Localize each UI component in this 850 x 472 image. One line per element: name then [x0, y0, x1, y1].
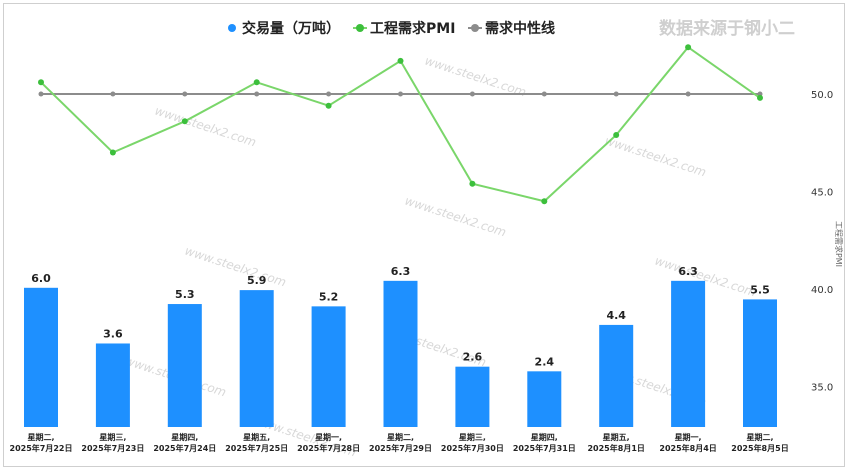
x-tick-label-weekday: 星期四,	[171, 432, 198, 442]
bar	[455, 366, 490, 427]
bar-value-label: 5.2	[319, 290, 339, 303]
x-tick-label-date: 2025年7月22日	[10, 443, 73, 453]
x-tick-label-date: 2025年8月5日	[731, 443, 788, 453]
pmi-point	[397, 57, 404, 64]
x-tick-label-date: 2025年7月30日	[441, 443, 504, 453]
x-tick-label-weekday: 星期五,	[603, 432, 630, 442]
bar	[167, 304, 202, 427]
x-tick-label-date: 2025年8月1日	[587, 443, 644, 453]
pmi-point	[325, 102, 332, 109]
pmi-point	[613, 131, 620, 138]
x-tick-label-date: 2025年7月24日	[153, 443, 216, 453]
x-tick-label-date: 2025年8月4日	[659, 443, 716, 453]
pmi-line	[40, 45, 761, 203]
bar	[239, 290, 274, 427]
bar	[527, 371, 562, 427]
pmi-point	[541, 198, 548, 205]
bar-value-label: 6.3	[391, 265, 411, 278]
right-axis: 35.0 40.0 45.0 50.0 工程需求PMI	[811, 90, 844, 394]
bar-value-label: 2.4	[535, 355, 555, 368]
pmi-point	[38, 79, 44, 86]
bar	[671, 280, 706, 427]
x-tick-label-weekday: 星期三,	[99, 432, 126, 442]
legend-label: 交易量（万吨）	[242, 20, 340, 37]
legend: 交易量（万吨） 工程需求PMI 需求中性线	[228, 20, 555, 37]
x-tick-label-weekday: 星期四,	[531, 432, 558, 442]
neutral-point	[110, 91, 116, 97]
bar-value-label: 5.5	[750, 283, 770, 296]
bar	[311, 306, 346, 427]
neutral-point	[182, 91, 188, 97]
y2-tick-label: 40.0	[811, 285, 833, 296]
x-tick-label-date: 2025年7月31日	[513, 443, 576, 453]
bar-value-label: 5.3	[175, 288, 195, 301]
x-tick-label-weekday: 星期一,	[315, 432, 342, 442]
neutral-point	[541, 91, 547, 97]
watermark-text: www.steelx2.com	[403, 194, 508, 240]
bar-value-label: 5.9	[247, 274, 267, 287]
neutral-point	[685, 91, 691, 97]
y2-tick-label: 45.0	[811, 188, 833, 199]
bar	[95, 343, 130, 427]
x-tick-label-weekday: 星期五,	[243, 432, 270, 442]
y2-tick-label: 50.0	[811, 90, 833, 101]
x-tick-label-weekday: 星期二,	[387, 432, 414, 442]
bar-value-label: 2.6	[463, 351, 483, 364]
bar	[24, 287, 58, 427]
pmi-point	[469, 180, 476, 187]
x-tick-label-date: 2025年7月29日	[369, 443, 432, 453]
x-axis: 星期二,2025年7月22日星期三,2025年7月23日星期四,2025年7月2…	[10, 432, 789, 453]
source-note: 数据来源于钢小二	[659, 18, 795, 39]
x-tick-label-date: 2025年7月28日	[297, 443, 360, 453]
watermark-text: www.steelx2.com	[653, 254, 758, 300]
pmi-point	[685, 44, 692, 51]
combo-chart: www.steelx2.com www.steelx2.com www.steelx…	[10, 18, 844, 460]
pmi-point	[253, 79, 260, 86]
x-tick-label-weekday: 星期二,	[746, 432, 773, 442]
watermark-text: www.steelx2.com	[423, 54, 528, 100]
legend-swatch	[228, 24, 236, 32]
x-tick-label-weekday: 星期一,	[675, 432, 702, 442]
bar	[383, 280, 418, 427]
neutral-point	[326, 91, 332, 97]
neutral-point	[613, 91, 619, 97]
legend-label: 工程需求PMI	[370, 20, 455, 37]
bar-value-label: 6.3	[678, 265, 698, 278]
bar-series: 6.0 3.6 5.3 5.9 5.2 6.3 2.6 2.4 4.4 6.3 5.5	[24, 265, 777, 427]
watermark-layer: www.steelx2.com www.steelx2.com www.steelx…	[123, 54, 758, 460]
neutral-point	[398, 91, 403, 97]
y2-tick-label: 35.0	[811, 383, 833, 394]
neutral-point	[254, 91, 260, 97]
x-tick-label-date: 2025年7月23日	[81, 443, 144, 453]
chart-frame: www.steelx2.com www.steelx2.com www.steelx…	[3, 3, 845, 467]
x-tick-label-weekday: 星期三,	[459, 432, 486, 442]
bar-value-label: 6.0	[31, 272, 51, 285]
watermark-text: www.steelx2.com	[183, 244, 288, 290]
x-tick-label-date: 2025年7月25日	[225, 443, 288, 453]
line-series	[38, 44, 763, 205]
pmi-point	[181, 118, 188, 125]
y2-axis-title: 工程需求PMI	[834, 221, 844, 267]
x-tick-label-weekday: 星期二,	[27, 432, 54, 442]
bar-value-label: 3.6	[103, 327, 123, 340]
neutral-point	[38, 91, 44, 97]
legend-label: 需求中性线	[485, 20, 555, 37]
pmi-point	[757, 94, 763, 101]
neutral-point	[469, 91, 475, 97]
bar	[743, 299, 777, 427]
bar	[599, 324, 634, 427]
legend-swatch	[356, 24, 364, 32]
watermark-text: www.steelx2.com	[603, 134, 708, 180]
legend-swatch	[471, 24, 479, 32]
bar-value-label: 4.4	[606, 309, 626, 322]
pmi-point	[109, 149, 116, 156]
